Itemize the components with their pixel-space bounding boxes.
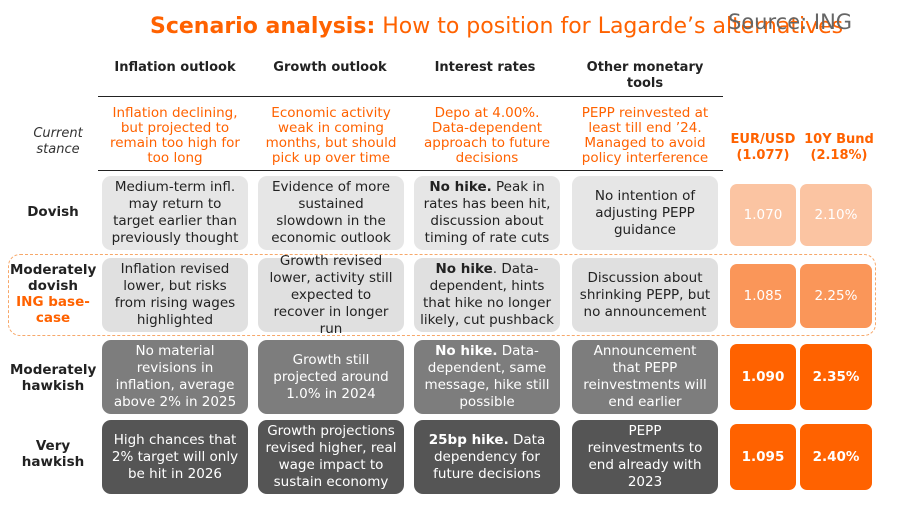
veryhawkish-eurusd-value: 1.095 — [730, 424, 796, 490]
modhawkish-other-tools-cell: Announcement that PEPP reinvestments wil… — [572, 340, 718, 414]
row-label-dovish: Dovish — [27, 204, 79, 220]
current-inflation-text: Inflation declining, but projected to re… — [110, 105, 240, 166]
base-case-tag: ING base-case — [16, 294, 90, 326]
modhawkish-inflation-cell: No material revisions in inflation, aver… — [102, 340, 248, 414]
current-rates-text: Depo at 4.00%. Data-dependent approach t… — [423, 105, 551, 166]
source-label: Source: ING — [728, 10, 853, 34]
modhawkish-growth-cell: Growth still projected around 1.0% in 20… — [258, 340, 404, 414]
column-header-rates: Interest rates — [434, 60, 536, 75]
row-label-very-hawkish: Very hawkish — [21, 438, 85, 470]
modhawkish-eurusd-value: 1.090 — [730, 344, 796, 410]
moddovish-other-tools-cell: Discussion about shrinking PEPP, but no … — [572, 258, 718, 332]
moddovish-inflation-cell: Inflation revised lower, but risks from … — [102, 258, 248, 332]
row-label-moderately-dovish: Moderately dovish ING base-case — [10, 262, 97, 326]
moddovish-eurusd-value: 1.085 — [730, 264, 796, 328]
dovish-bund-value: 2.10% — [800, 184, 872, 246]
stance-divider — [98, 170, 723, 171]
column-header-inflation: Inflation outlook — [114, 60, 236, 75]
dovish-growth-cell: Evidence of more sustained slowdown in t… — [258, 176, 404, 250]
veryhawkish-other-tools-cell: PEPP reinvestments to end already with 2… — [572, 420, 718, 494]
dovish-rates-cell: No hike. Peak in rates has been hit, dis… — [414, 176, 560, 250]
page-title: Scenario analysis: How to position for L… — [150, 14, 844, 39]
header-divider — [98, 96, 723, 97]
current-other-tools-text: PEPP reinvested at least till end ’24. M… — [581, 105, 709, 166]
column-header-growth: Growth outlook — [273, 60, 387, 75]
row-label-moderately-hawkish: Moderately hawkish — [10, 362, 97, 394]
dovish-other-tools-cell: No intention of adjusting PEPP guidance — [572, 176, 718, 250]
eurusd-header: EUR/USD (1.077) — [730, 132, 796, 163]
row-label-current-stance: Current stance — [33, 126, 83, 157]
dovish-eurusd-value: 1.070 — [730, 184, 796, 246]
column-header-other-tools: Other monetary tools — [586, 60, 704, 91]
veryhawkish-rates-cell: 25bp hike. Data dependency for future de… — [414, 420, 560, 494]
modhawkish-bund-value: 2.35% — [800, 344, 872, 410]
base-case-outline — [8, 254, 876, 336]
moddovish-rates-cell: No hike. Data-dependent, hints that hike… — [414, 258, 560, 332]
moddovish-growth-cell: Growth revised lower, activity still exp… — [258, 253, 404, 337]
bund-header: 10Y Bund (2.18%) — [804, 132, 874, 163]
veryhawkish-growth-cell: Growth projections revised higher, real … — [258, 420, 404, 494]
modhawkish-rates-cell: No hike. Data-dependent, same message, h… — [414, 340, 560, 414]
dovish-inflation-cell: Medium-term infl. may return to target e… — [102, 176, 248, 250]
veryhawkish-inflation-cell: High chances that 2% target will only be… — [102, 420, 248, 494]
current-growth-text: Economic activity weak in coming months,… — [265, 105, 397, 166]
moddovish-bund-value: 2.25% — [800, 264, 872, 328]
veryhawkish-bund-value: 2.40% — [800, 424, 872, 490]
